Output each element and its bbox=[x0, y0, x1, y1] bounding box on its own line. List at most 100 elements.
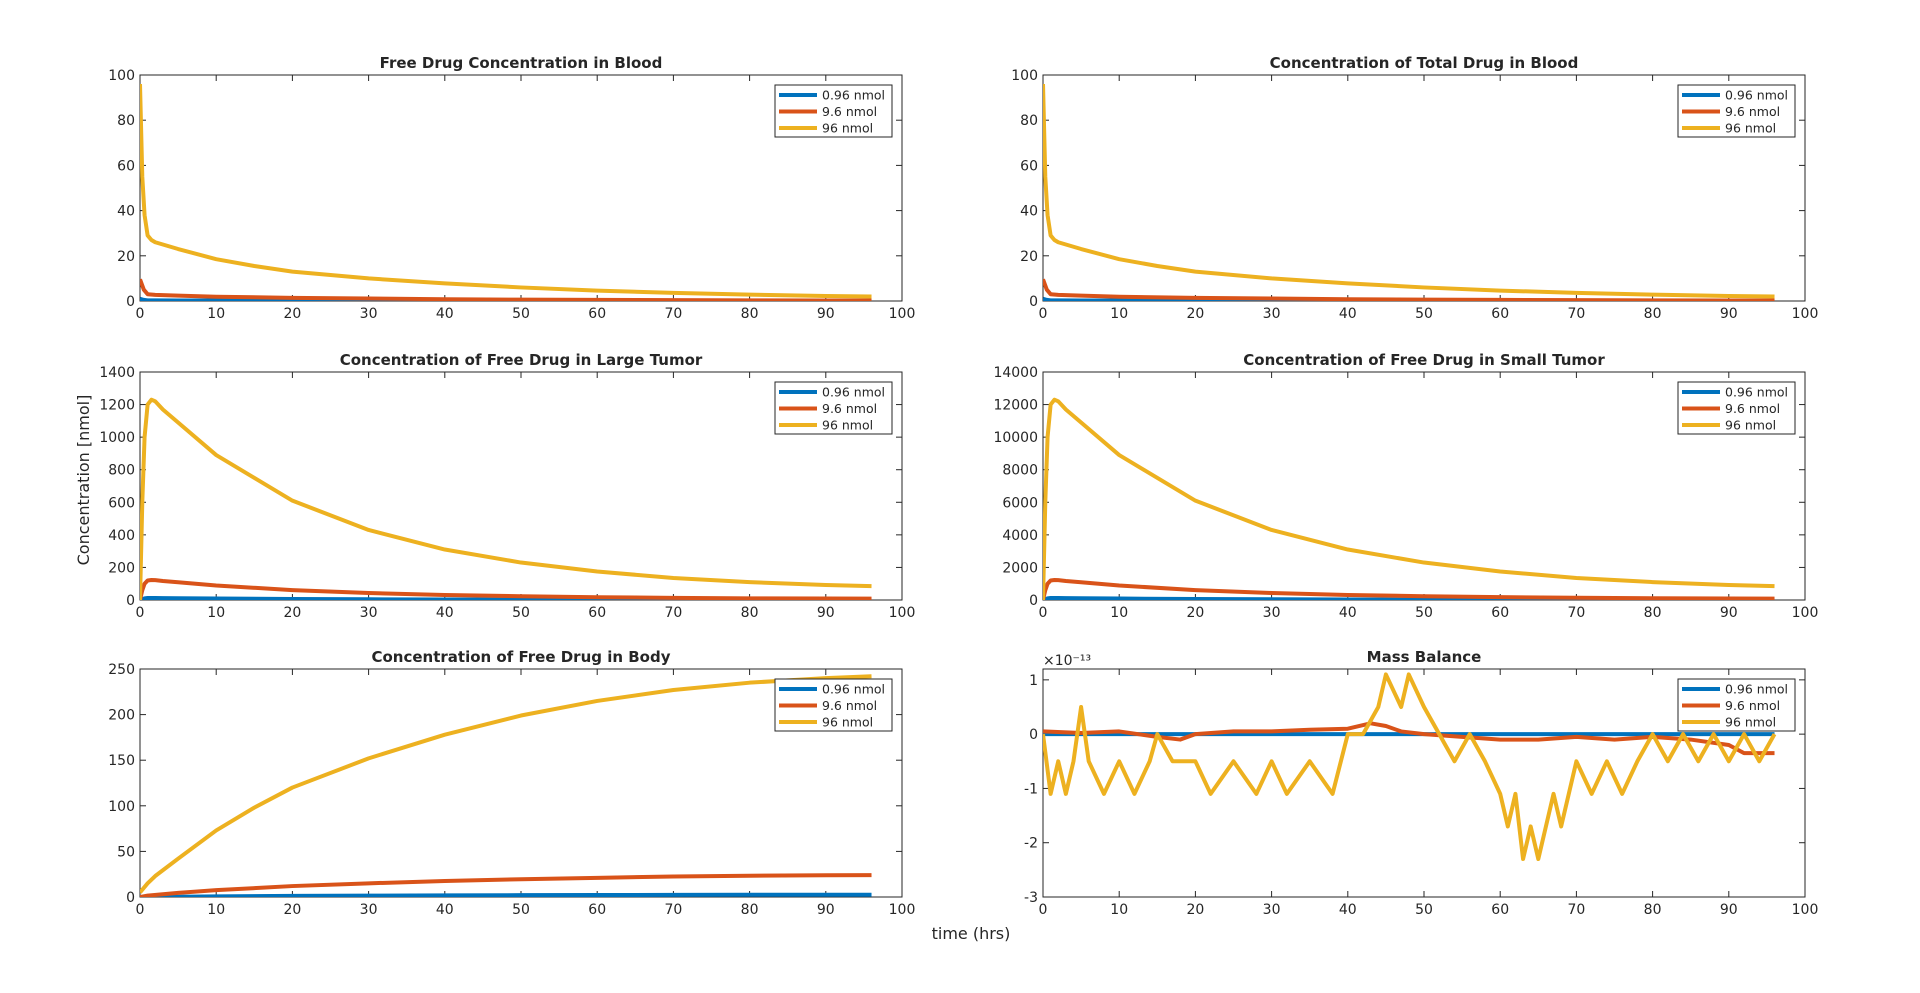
y-tick-label: 1000 bbox=[99, 430, 135, 446]
x-tick-label: 40 bbox=[1339, 605, 1357, 621]
series-line-3 bbox=[140, 83, 872, 299]
y-tick-label: 20 bbox=[1020, 249, 1038, 265]
x-tick-label: 40 bbox=[1339, 306, 1357, 322]
x-tick-label: 100 bbox=[1792, 306, 1819, 322]
x-tick-label: 40 bbox=[1339, 902, 1357, 918]
x-tick-label: 50 bbox=[1415, 902, 1433, 918]
x-tick-label: 0 bbox=[1039, 605, 1048, 621]
x-tick-label: 0 bbox=[136, 902, 145, 918]
legend-entry-label: 96 nmol bbox=[822, 121, 873, 136]
legend-entry-label: 0.96 nmol bbox=[822, 88, 885, 103]
x-tick-label: 90 bbox=[817, 902, 835, 918]
x-tick-label: 20 bbox=[283, 902, 301, 918]
x-tick-label: 80 bbox=[741, 902, 759, 918]
y-tick-label: 1 bbox=[1029, 673, 1038, 689]
y-tick-label: 1400 bbox=[99, 365, 135, 381]
x-tick-label: 50 bbox=[512, 306, 530, 322]
y-tick-label: 100 bbox=[1011, 68, 1038, 84]
x-tick-label: 70 bbox=[664, 306, 682, 322]
chart-title: Concentration of Free Drug in Large Tumo… bbox=[340, 351, 703, 369]
y-tick-label: 14000 bbox=[993, 365, 1038, 381]
y-tick-label: 800 bbox=[108, 463, 135, 479]
y-tick-label: -3 bbox=[1024, 890, 1038, 906]
y-tick-label: 100 bbox=[108, 68, 135, 84]
y-tick-label: 60 bbox=[117, 158, 135, 174]
x-tick-label: 90 bbox=[817, 605, 835, 621]
x-tick-label: 10 bbox=[207, 605, 225, 621]
legend-entry-label: 9.6 nmol bbox=[1725, 104, 1780, 119]
legend-entry-label: 0.96 nmol bbox=[822, 385, 885, 400]
x-tick-label: 0 bbox=[136, 605, 145, 621]
x-tick-label: 90 bbox=[817, 306, 835, 322]
x-tick-label: 100 bbox=[889, 306, 916, 322]
legend-entry-label: 96 nmol bbox=[822, 715, 873, 730]
series-line-3 bbox=[1043, 672, 1777, 861]
x-tick-label: 30 bbox=[1263, 605, 1281, 621]
x-tick-label: 50 bbox=[1415, 306, 1433, 322]
y-tick-label: 6000 bbox=[1002, 495, 1038, 511]
y-tick-label: 400 bbox=[108, 528, 135, 544]
series-line-2 bbox=[140, 873, 872, 897]
x-tick-label: 50 bbox=[512, 902, 530, 918]
legend-entry-label: 96 nmol bbox=[1725, 715, 1776, 730]
figure-xlabel: time (hrs) bbox=[932, 924, 1011, 943]
legend-entry-label: 0.96 nmol bbox=[822, 682, 885, 697]
x-tick-label: 90 bbox=[1720, 902, 1738, 918]
x-tick-label: 60 bbox=[1491, 605, 1509, 621]
legend-entry-label: 9.6 nmol bbox=[822, 698, 877, 713]
series-line-1 bbox=[140, 892, 872, 897]
x-tick-label: 100 bbox=[889, 902, 916, 918]
y-tick-label: 1200 bbox=[99, 398, 135, 414]
x-tick-label: 50 bbox=[1415, 605, 1433, 621]
series-line-3 bbox=[1043, 397, 1775, 600]
series-line-2 bbox=[1043, 278, 1775, 301]
y-tick-label: -1 bbox=[1024, 781, 1038, 797]
x-tick-label: 80 bbox=[1644, 902, 1662, 918]
y-tick-label: 10000 bbox=[993, 430, 1038, 446]
legend-entry-label: 9.6 nmol bbox=[822, 401, 877, 416]
x-tick-label: 70 bbox=[1567, 306, 1585, 322]
chart-title: Mass Balance bbox=[1367, 648, 1482, 666]
series-line-2 bbox=[1043, 721, 1775, 756]
x-tick-label: 10 bbox=[1110, 306, 1128, 322]
legend-entry-label: 9.6 nmol bbox=[1725, 401, 1780, 416]
y-tick-label: 200 bbox=[108, 560, 135, 576]
series-line-3 bbox=[1043, 83, 1775, 299]
x-tick-label: 90 bbox=[1720, 605, 1738, 621]
legend-entry-label: 0.96 nmol bbox=[1725, 385, 1788, 400]
y-tick-label: 8000 bbox=[1002, 463, 1038, 479]
legend-entry-label: 0.96 nmol bbox=[1725, 682, 1788, 697]
x-tick-label: 30 bbox=[1263, 902, 1281, 918]
y-tick-label: 200 bbox=[108, 708, 135, 724]
x-tick-label: 10 bbox=[1110, 902, 1128, 918]
x-tick-label: 0 bbox=[136, 306, 145, 322]
y-tick-label: 250 bbox=[108, 662, 135, 678]
x-tick-label: 100 bbox=[889, 605, 916, 621]
chart-panel-3: Concentration of Free Drug in Large Tumo… bbox=[99, 351, 915, 621]
x-tick-label: 10 bbox=[207, 902, 225, 918]
chart-title: Free Drug Concentration in Blood bbox=[380, 54, 663, 72]
y-tick-label: -2 bbox=[1024, 836, 1038, 852]
x-tick-label: 20 bbox=[1186, 605, 1204, 621]
x-tick-label: 100 bbox=[1792, 605, 1819, 621]
series-line-3 bbox=[140, 397, 872, 600]
x-tick-label: 60 bbox=[588, 306, 606, 322]
chart-panel-2: Concentration of Total Drug in Blood 0 10 2… bbox=[1011, 54, 1818, 322]
x-tick-label: 60 bbox=[588, 902, 606, 918]
chart-title: Concentration of Free Drug in Small Tumo… bbox=[1243, 351, 1605, 369]
x-tick-label: 30 bbox=[360, 605, 378, 621]
legend-entry-label: 9.6 nmol bbox=[822, 104, 877, 119]
x-tick-label: 30 bbox=[360, 306, 378, 322]
x-tick-label: 40 bbox=[436, 902, 454, 918]
x-tick-label: 10 bbox=[1110, 605, 1128, 621]
x-tick-label: 0 bbox=[1039, 306, 1048, 322]
series-line-3 bbox=[140, 674, 872, 894]
y-tick-label: 40 bbox=[1020, 204, 1038, 220]
x-tick-label: 60 bbox=[1491, 902, 1509, 918]
x-tick-label: 20 bbox=[283, 605, 301, 621]
